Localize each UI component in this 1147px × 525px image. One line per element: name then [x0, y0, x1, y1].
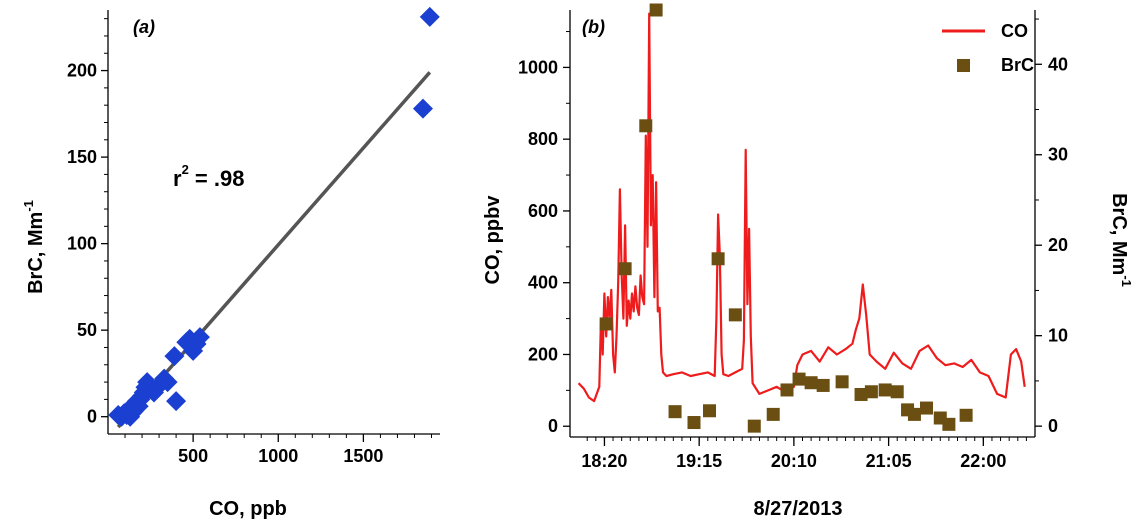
brc-point	[649, 3, 663, 17]
brc-point	[599, 317, 613, 331]
data-point	[412, 98, 433, 119]
data-point	[189, 327, 210, 348]
panel-b-y2-tick-label: 30	[1048, 145, 1068, 165]
brc-point	[618, 262, 632, 276]
brc-point	[804, 376, 818, 390]
r-squared-annotation: r2 = .98	[173, 162, 244, 191]
brc-point	[703, 404, 716, 418]
panel-a-x-tick-label: 1000	[258, 446, 298, 466]
data-point	[157, 372, 178, 393]
panel-a-label: (a)	[133, 17, 155, 37]
panel-b-x-axis-label: 8/27/2013	[754, 498, 843, 520]
brc-point	[668, 405, 682, 419]
data-point	[166, 391, 187, 412]
panel-b-y-tick-label: 400	[528, 273, 558, 293]
brc-point	[747, 419, 761, 433]
panel-a-y-tick-label: 0	[87, 407, 97, 427]
data-point	[419, 6, 440, 27]
data-point	[164, 346, 185, 367]
panel-b-y-axis-label: CO, ppbv	[482, 195, 504, 285]
panel-a-y-axis-label: BrC, Mm-1	[21, 200, 47, 294]
legend-brc-label: BrC	[1001, 55, 1034, 75]
brc-point	[711, 252, 725, 266]
panel-b-y-tick-label: 600	[528, 201, 558, 221]
brc-point	[792, 372, 806, 386]
panel-b-y2-axis-label: BrC, Mm-1	[1108, 193, 1134, 287]
panel-a-y-tick-label: 200	[67, 61, 97, 81]
brc-point	[878, 383, 892, 397]
panel-a-axes: 0 50 100 150 200 500 1000 1500	[67, 10, 440, 466]
brc-point	[942, 417, 956, 431]
panel-b-y-tick-label: 0	[548, 416, 558, 436]
panel-a-x-axis-label: CO, ppb	[209, 498, 287, 520]
brc-point	[920, 401, 933, 415]
panel-b-y-tick-label: 200	[528, 344, 558, 364]
brc-point	[959, 408, 973, 422]
panel-b-x-tick-label: 20:10	[771, 451, 817, 471]
brc-point	[854, 387, 868, 401]
panel-a-x-tick-label: 1500	[343, 446, 383, 466]
panel-b-x-tick-label: 22:00	[960, 451, 1006, 471]
brc-point	[728, 308, 742, 322]
brc-point	[890, 385, 904, 399]
co-line	[577, 12, 1026, 403]
panel-a-points	[108, 6, 440, 427]
legend-co-label: CO	[1001, 21, 1028, 41]
brc-point	[816, 378, 830, 392]
panel-b-axes: 0 200 400 600 800 1000 0 10 20 30 40 18:20 19:15 20:1…	[518, 10, 1068, 471]
regression-line	[116, 71, 432, 429]
panel-a-y-tick-label: 50	[77, 320, 97, 340]
panel-b-y2-tick-label: 0	[1048, 416, 1058, 436]
panel-a-y-tick-label: 100	[67, 234, 97, 254]
panel-a-y-tick-label: 150	[67, 147, 97, 167]
legend: CO BrC	[942, 21, 1034, 75]
brc-point	[766, 407, 780, 421]
panel-a-scatter: 0 50 100 150 200 500 1000 1500 (a) r2 = .98 CO,…	[21, 6, 440, 520]
panel-b-y2-tick-label: 40	[1048, 54, 1068, 74]
brc-point	[864, 385, 878, 399]
panel-b-y2-tick-label: 10	[1048, 326, 1068, 346]
brc-series	[599, 3, 973, 433]
panel-b-label: (b)	[582, 17, 605, 37]
brc-point	[907, 407, 921, 421]
panel-a-x-tick-label: 500	[178, 446, 208, 466]
brc-point	[639, 119, 653, 133]
brc-point	[687, 416, 701, 430]
panel-b-timeseries: 0 200 400 600 800 1000 0 10 20 30 40 18:20 19:15 20:1…	[482, 3, 1134, 520]
panel-b-x-tick-label: 18:20	[581, 451, 627, 471]
panel-b-y-tick-label: 1000	[518, 57, 558, 77]
co-series	[577, 12, 1026, 403]
brc-point	[835, 375, 849, 389]
panel-b-y2-tick-label: 20	[1048, 235, 1068, 255]
panel-b-y-tick-label: 800	[528, 129, 558, 149]
legend-brc-swatch	[957, 59, 970, 72]
panel-b-x-tick-label: 21:05	[866, 451, 912, 471]
panel-b-x-tick-label: 19:15	[676, 451, 722, 471]
panel-a-fit-line	[116, 71, 432, 429]
brc-point	[780, 383, 794, 397]
